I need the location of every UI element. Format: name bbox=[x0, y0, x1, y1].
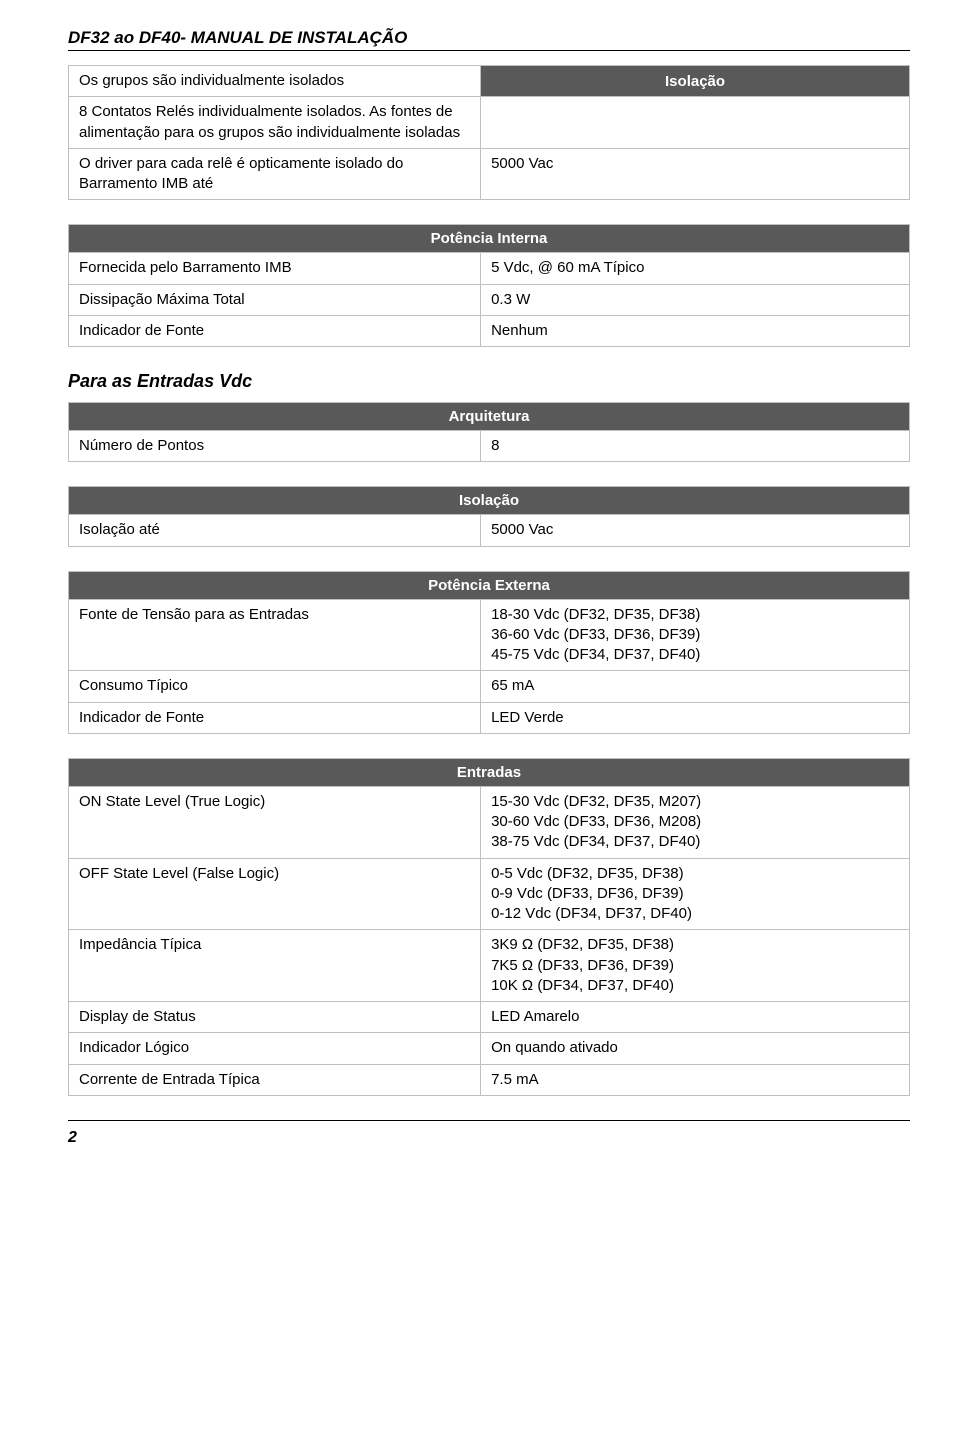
table-cell: 0.3 W bbox=[481, 284, 910, 315]
table-cell bbox=[481, 97, 910, 149]
table-cell: LED Amarelo bbox=[481, 1002, 910, 1033]
section-subhead: Para as Entradas Vdc bbox=[68, 371, 910, 392]
table-potencia-externa: Potência Externa Fonte de Tensão para as… bbox=[68, 571, 910, 734]
table-header: Isolação bbox=[481, 66, 910, 97]
table-cell: Dissipação Máxima Total bbox=[69, 284, 481, 315]
table-cell: Os grupos são individualmente isolados bbox=[69, 66, 481, 97]
table-cell: 3K9 Ω (DF32, DF35, DF38)7K5 Ω (DF33, DF3… bbox=[481, 930, 910, 1002]
table-cell: Fornecida pelo Barramento IMB bbox=[69, 253, 481, 284]
table-cell: 0-5 Vdc (DF32, DF35, DF38)0-9 Vdc (DF33,… bbox=[481, 858, 910, 930]
table-cell: Impedância Típica bbox=[69, 930, 481, 1002]
table-header: Potência Interna bbox=[69, 225, 910, 253]
table-cell: 7.5 mA bbox=[481, 1064, 910, 1095]
table-cell: On quando ativado bbox=[481, 1033, 910, 1064]
table-cell: Indicador de Fonte bbox=[69, 315, 481, 346]
table-cell: Nenhum bbox=[481, 315, 910, 346]
table-cell: ON State Level (True Logic) bbox=[69, 786, 481, 858]
table-arquitetura: Arquitetura Número de Pontos 8 bbox=[68, 402, 910, 462]
table-cell: 18-30 Vdc (DF32, DF35, DF38)36-60 Vdc (D… bbox=[481, 599, 910, 671]
table-cell: O driver para cada relê é opticamente is… bbox=[69, 148, 481, 200]
table-header: Isolação bbox=[69, 487, 910, 515]
table-cell: 8 Contatos Relés individualmente isolado… bbox=[69, 97, 481, 149]
table-cell: Corrente de Entrada Típica bbox=[69, 1064, 481, 1095]
table-cell: Display de Status bbox=[69, 1002, 481, 1033]
doc-title: DF32 ao DF40- MANUAL DE INSTALAÇÃO bbox=[68, 28, 910, 48]
table-cell: OFF State Level (False Logic) bbox=[69, 858, 481, 930]
table-cell: Número de Pontos bbox=[69, 431, 481, 462]
table-header: Potência Externa bbox=[69, 571, 910, 599]
title-rule bbox=[68, 50, 910, 51]
table-cell: 65 mA bbox=[481, 671, 910, 702]
page: DF32 ao DF40- MANUAL DE INSTALAÇÃO Os gr… bbox=[0, 0, 960, 1167]
table-cell: 8 bbox=[481, 431, 910, 462]
table-entradas: Entradas ON State Level (True Logic) 15-… bbox=[68, 758, 910, 1096]
table-cell: 5 Vdc, @ 60 mA Típico bbox=[481, 253, 910, 284]
footer-rule bbox=[68, 1120, 910, 1121]
table-header: Arquitetura bbox=[69, 403, 910, 431]
table-cell: 5000 Vac bbox=[481, 148, 910, 200]
table-cell: Consumo Típico bbox=[69, 671, 481, 702]
table-header: Entradas bbox=[69, 758, 910, 786]
table-isolacao-2: Isolação Isolação até 5000 Vac bbox=[68, 486, 910, 546]
table-cell: Fonte de Tensão para as Entradas bbox=[69, 599, 481, 671]
table-cell: Isolação até bbox=[69, 515, 481, 546]
table-cell: LED Verde bbox=[481, 702, 910, 733]
table-potencia-interna: Potência Interna Fornecida pelo Barramen… bbox=[68, 224, 910, 347]
table-cell: 5000 Vac bbox=[481, 515, 910, 546]
table-isolacao-1: Os grupos são individualmente isolados I… bbox=[68, 65, 910, 200]
page-number: 2 bbox=[68, 1129, 910, 1147]
table-cell: 15-30 Vdc (DF32, DF35, M207)30-60 Vdc (D… bbox=[481, 786, 910, 858]
table-cell: Indicador de Fonte bbox=[69, 702, 481, 733]
table-cell: Indicador Lógico bbox=[69, 1033, 481, 1064]
